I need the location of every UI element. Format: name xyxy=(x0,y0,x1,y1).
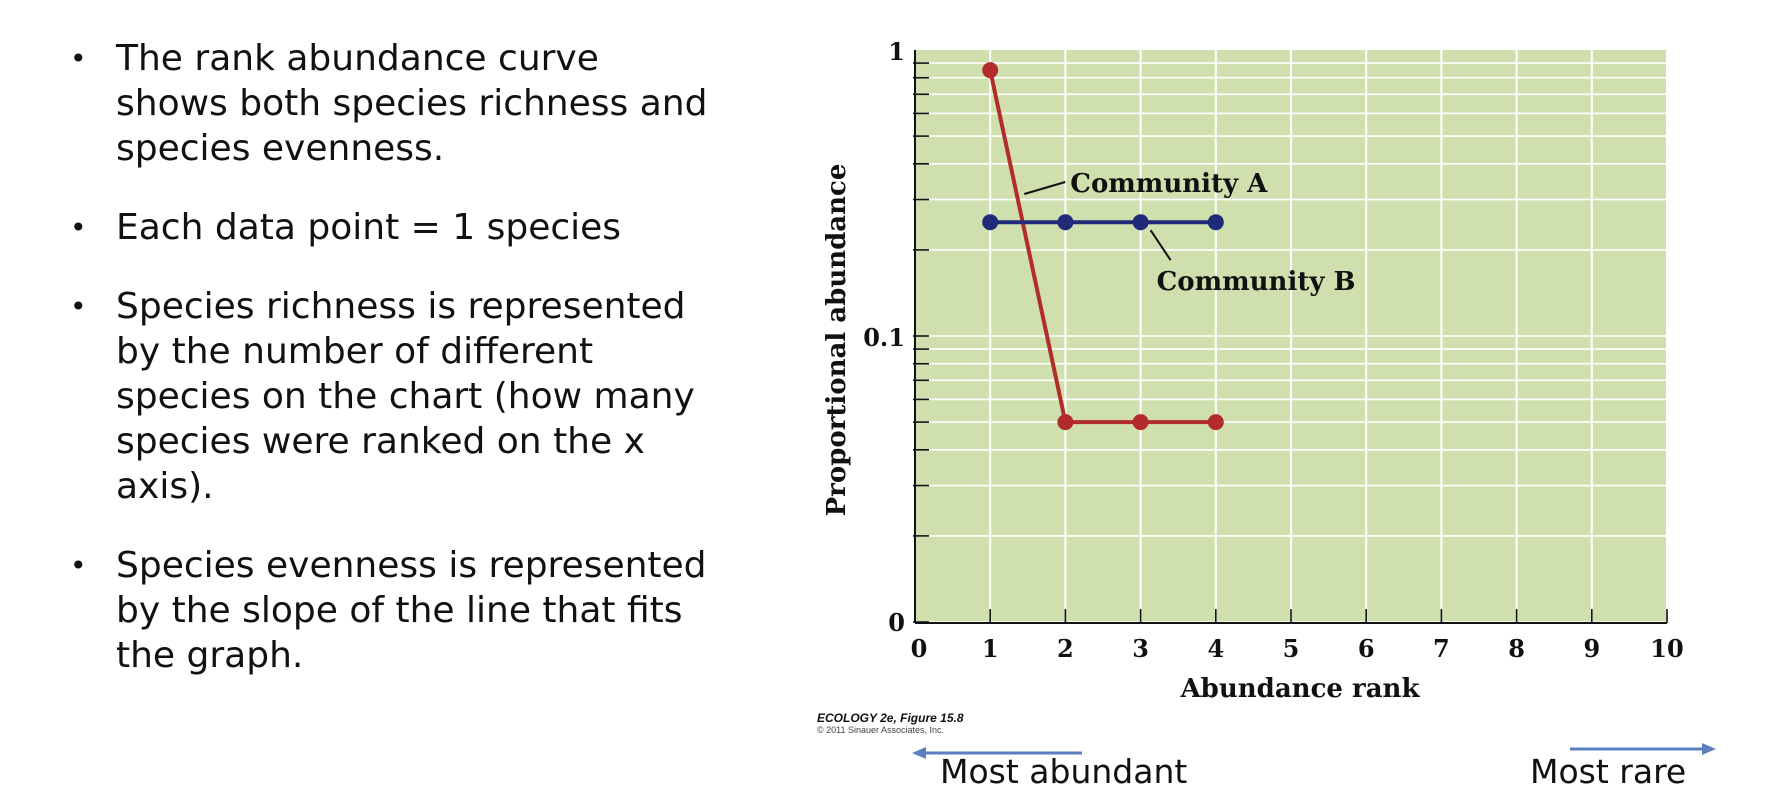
x-axis-label: Abundance rank xyxy=(1180,674,1421,704)
y-axis-label: Proportional abundance xyxy=(822,164,852,517)
community-a-leader-line xyxy=(1023,181,1066,195)
data-point xyxy=(1207,214,1224,231)
bullet-item: Species richness is represented by the n… xyxy=(70,284,710,509)
bullet-item: Each data point = 1 species xyxy=(70,205,710,250)
data-point xyxy=(982,62,999,79)
rank-direction-arrows xyxy=(912,743,1716,759)
x-tick-label: 5 xyxy=(1283,634,1300,663)
x-tick-label: 7 xyxy=(1433,634,1450,663)
right-arrow-head xyxy=(1702,743,1716,755)
y-tick-label: 0 xyxy=(888,608,905,637)
data-point xyxy=(1057,214,1074,231)
x-tick-label: 4 xyxy=(1207,634,1224,663)
y-tick-labels: 00.11 xyxy=(863,37,905,637)
data-point xyxy=(1207,414,1224,431)
x-tick-label: 3 xyxy=(1132,634,1149,663)
figure-credit: ECOLOGY 2e, Figure 15.8 © 2011 Sinauer A… xyxy=(817,712,964,736)
figure-credit-title: ECOLOGY 2e, Figure 15.8 xyxy=(817,711,964,725)
data-point xyxy=(982,214,999,231)
annotations: Community A Community B xyxy=(1023,169,1356,297)
series-layer xyxy=(982,62,1224,431)
x-tick-label: 9 xyxy=(1583,634,1600,663)
y-tick-label: 1 xyxy=(888,37,905,66)
left-arrow-head xyxy=(912,747,926,759)
data-point xyxy=(1132,414,1149,431)
community-b-leader-line xyxy=(1149,229,1172,261)
x-tick-label: 2 xyxy=(1057,634,1074,663)
grid-lines xyxy=(915,50,1668,623)
series-line-community-a xyxy=(988,69,1216,425)
x-tick-label: 1 xyxy=(982,634,999,663)
x-tick-labels: 0 1 2 3 4 5 6 7 8 9 10 xyxy=(911,634,1684,663)
x-tick-label: 8 xyxy=(1508,634,1525,663)
community-b-label: Community B xyxy=(1157,267,1356,297)
bullet-item: The rank abundance curve shows both spec… xyxy=(70,36,710,171)
figure-credit-copyright: © 2011 Sinauer Associates, Inc. xyxy=(817,725,945,735)
bullet-item: Species evenness is represented by the s… xyxy=(70,543,710,678)
x-tick-label: 6 xyxy=(1358,634,1375,663)
most-abundant-caption: Most abundant xyxy=(940,752,1188,791)
bullet-list: The rank abundance curve shows both spec… xyxy=(70,36,710,712)
axes xyxy=(913,50,1668,624)
data-point xyxy=(1057,414,1074,431)
y-tick-label: 0.1 xyxy=(863,323,905,352)
x-tick-label: 10 xyxy=(1650,634,1683,663)
community-a-label: Community A xyxy=(1070,169,1268,199)
data-point xyxy=(1132,214,1149,231)
x-tick-label: 0 xyxy=(911,634,928,663)
most-rare-caption: Most rare xyxy=(1530,752,1687,791)
